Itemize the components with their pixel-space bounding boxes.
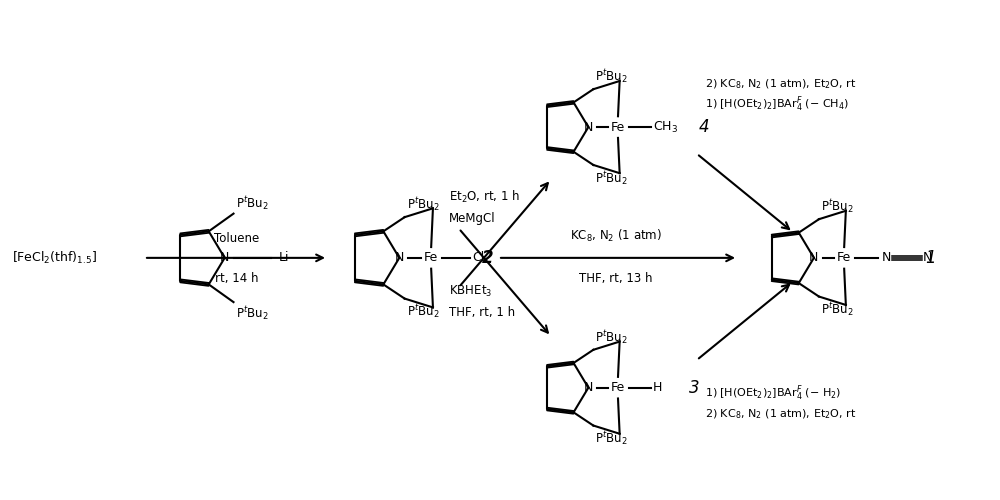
Text: 4: 4 <box>699 118 709 136</box>
Text: Toluene: Toluene <box>214 232 259 245</box>
Text: Cl: Cl <box>472 252 484 264</box>
Text: 2) KC$_8$, N$_2$ (1 atm), Et$_2$O, rt: 2) KC$_8$, N$_2$ (1 atm), Et$_2$O, rt <box>705 408 856 421</box>
Text: rt, 14 h: rt, 14 h <box>215 272 258 284</box>
Text: P$^t$Bu$_2$: P$^t$Bu$_2$ <box>407 302 439 320</box>
Text: P$^t$Bu$_2$: P$^t$Bu$_2$ <box>407 196 439 213</box>
Text: N: N <box>395 252 404 264</box>
Text: H: H <box>653 381 662 394</box>
Text: N: N <box>584 120 593 134</box>
Text: CH$_3$: CH$_3$ <box>653 120 678 134</box>
Text: Fe: Fe <box>424 252 438 264</box>
Text: 2) KC$_8$, N$_2$ (1 atm), Et$_2$O, rt: 2) KC$_8$, N$_2$ (1 atm), Et$_2$O, rt <box>705 77 856 90</box>
Text: 1) [H(OEt$_2$)$_2$]BAr$^F_4$ ($-$ CH$_4$): 1) [H(OEt$_2$)$_2$]BAr$^F_4$ ($-$ CH$_4$… <box>705 94 849 114</box>
Text: N: N <box>923 252 932 264</box>
Text: KC$_8$, N$_2$ (1 atm): KC$_8$, N$_2$ (1 atm) <box>570 228 662 244</box>
Text: P$^t$Bu$_2$: P$^t$Bu$_2$ <box>236 194 269 212</box>
Text: Fe: Fe <box>837 252 851 264</box>
Text: P$^t$Bu$_2$: P$^t$Bu$_2$ <box>595 328 628 346</box>
Text: 3: 3 <box>689 378 699 396</box>
Text: N: N <box>882 252 891 264</box>
Text: MeMgCl: MeMgCl <box>449 212 495 225</box>
Text: P$^t$Bu$_2$: P$^t$Bu$_2$ <box>236 304 269 322</box>
Text: N: N <box>584 381 593 394</box>
Text: P$^t$Bu$_2$: P$^t$Bu$_2$ <box>595 169 628 186</box>
Text: KBHEt$_3$: KBHEt$_3$ <box>449 284 492 299</box>
Text: P$^t$Bu$_2$: P$^t$Bu$_2$ <box>821 300 854 318</box>
Text: Et$_2$O, rt, 1 h: Et$_2$O, rt, 1 h <box>449 189 520 205</box>
Text: 1: 1 <box>925 249 935 267</box>
Text: THF, rt, 13 h: THF, rt, 13 h <box>579 272 653 284</box>
Text: Li: Li <box>279 252 289 264</box>
Text: N: N <box>809 252 819 264</box>
Text: [FeCl$_2$(thf)$_{1.5}$]: [FeCl$_2$(thf)$_{1.5}$] <box>12 250 97 266</box>
Text: 2: 2 <box>482 249 494 267</box>
Text: 1) [H(OEt$_2$)$_2$]BAr$^F_4$ ($-$ H$_2$): 1) [H(OEt$_2$)$_2$]BAr$^F_4$ ($-$ H$_2$) <box>705 384 841 404</box>
Text: THF, rt, 1 h: THF, rt, 1 h <box>449 306 515 320</box>
Text: P$^t$Bu$_2$: P$^t$Bu$_2$ <box>595 68 628 86</box>
Text: N: N <box>220 252 229 264</box>
Text: Fe: Fe <box>611 381 625 394</box>
Text: P$^t$Bu$_2$: P$^t$Bu$_2$ <box>595 430 628 447</box>
Text: Fe: Fe <box>611 120 625 134</box>
Text: P$^t$Bu$_2$: P$^t$Bu$_2$ <box>821 198 854 216</box>
